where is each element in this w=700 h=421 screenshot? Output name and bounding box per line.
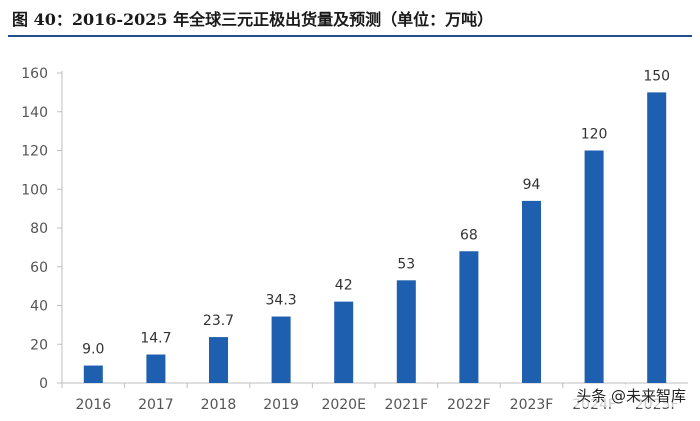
y-tick-label: 140 [21,105,48,121]
data-label-2018: 23.7 [203,313,234,329]
bar-2019 [271,316,291,383]
title-underline [8,35,692,37]
x-tick-label-2017: 2017 [138,397,174,413]
x-tick-label-2021F: 2021F [384,397,428,413]
data-label-2022F: 68 [460,227,478,243]
data-label-2025F: 150 [643,68,670,84]
bar-2016 [83,365,103,383]
bar-2023F [522,200,541,383]
bar-2022F [459,251,479,383]
data-label-2024F: 120 [581,127,608,143]
y-tick-label: 100 [21,182,48,198]
bar-2020E [334,301,354,383]
y-tick-label: 60 [30,260,48,276]
x-tick-label-2020E: 2020E [321,397,365,413]
y-tick-label: 120 [21,144,48,160]
data-label-2017: 14.7 [140,331,171,347]
y-tick-label: 40 [30,299,48,315]
bar-2025F [647,92,667,383]
x-tick-label-2023F: 2023F [510,397,554,413]
y-tick-label: 80 [30,221,48,237]
y-tick-label: 0 [39,376,48,392]
data-label-2021F: 53 [397,256,415,272]
data-label-2019: 34.3 [266,293,297,309]
bar-2017 [146,354,166,383]
bar-2018 [209,337,228,383]
y-tick-label: 20 [30,337,48,353]
x-tick-label-2022F: 2022F [447,397,491,413]
data-label-2016: 9.0 [82,342,104,358]
watermark: 头条 @未来智库 [572,384,690,407]
chart-title: 图 40：2016-2025 年全球三元正极出货量及预测（单位：万吨） [12,10,494,29]
data-label-2023F: 94 [523,177,541,193]
x-tick-label-2018: 2018 [201,397,237,413]
bar-2024F [584,150,604,383]
data-label-2020E: 42 [335,278,353,294]
bar-2021F [396,280,416,383]
x-tick-label-2019: 2019 [263,397,299,413]
x-tick-label-2016: 2016 [75,397,111,413]
y-tick-label: 160 [21,66,48,82]
